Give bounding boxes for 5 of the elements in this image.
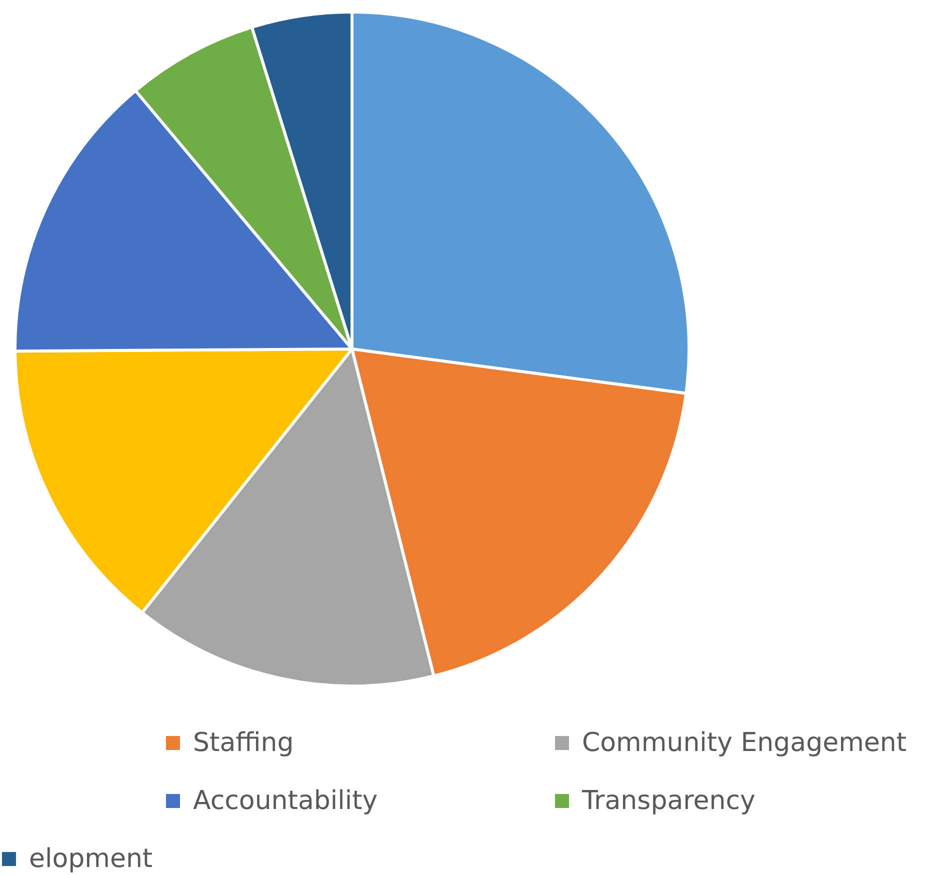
legend-label: Staffing: [193, 727, 294, 760]
legend-label: Accountability: [193, 785, 378, 818]
legend-label: Transparency: [582, 785, 756, 818]
legend-label: elopment: [29, 843, 153, 875]
legend-label: Community Engagement: [582, 727, 907, 760]
